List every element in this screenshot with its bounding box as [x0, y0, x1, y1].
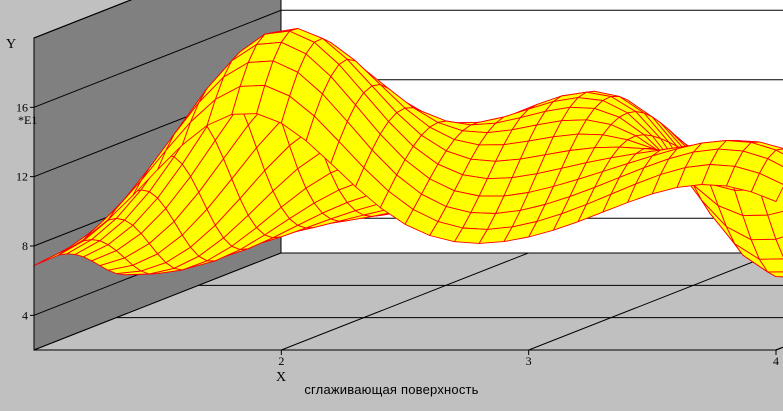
floor-gridline	[281, 252, 529, 351]
surface-mesh	[33, 28, 783, 278]
surface-cell	[767, 210, 783, 240]
surface-cell	[767, 271, 783, 278]
y-tick-label: 8	[22, 239, 28, 253]
x-axis-label: X	[276, 370, 286, 385]
y-tick-label: 4	[22, 308, 28, 322]
wall-gridline	[33, 0, 133, 39]
y-tick-label: 16	[16, 100, 28, 114]
x-tick-label: 4	[773, 354, 779, 368]
axis-labels: Y *E1 X	[6, 37, 286, 385]
x-tick-label: 2	[278, 354, 284, 368]
chart-title: сглаживающая поверхность	[304, 382, 479, 397]
floor-gridline	[528, 252, 776, 351]
y-tick-label: 12	[16, 170, 28, 184]
surface-cell	[767, 149, 783, 168]
axis-frame: 481216234234	[16, 38, 783, 368]
y-axis-label: Y	[6, 37, 16, 52]
x-tick-label: 3	[526, 354, 532, 368]
surface-cell	[750, 172, 783, 203]
wall-gridline	[33, 9, 783, 108]
surface-cell	[775, 236, 783, 258]
y-multiplier-label: *E1	[18, 113, 37, 127]
